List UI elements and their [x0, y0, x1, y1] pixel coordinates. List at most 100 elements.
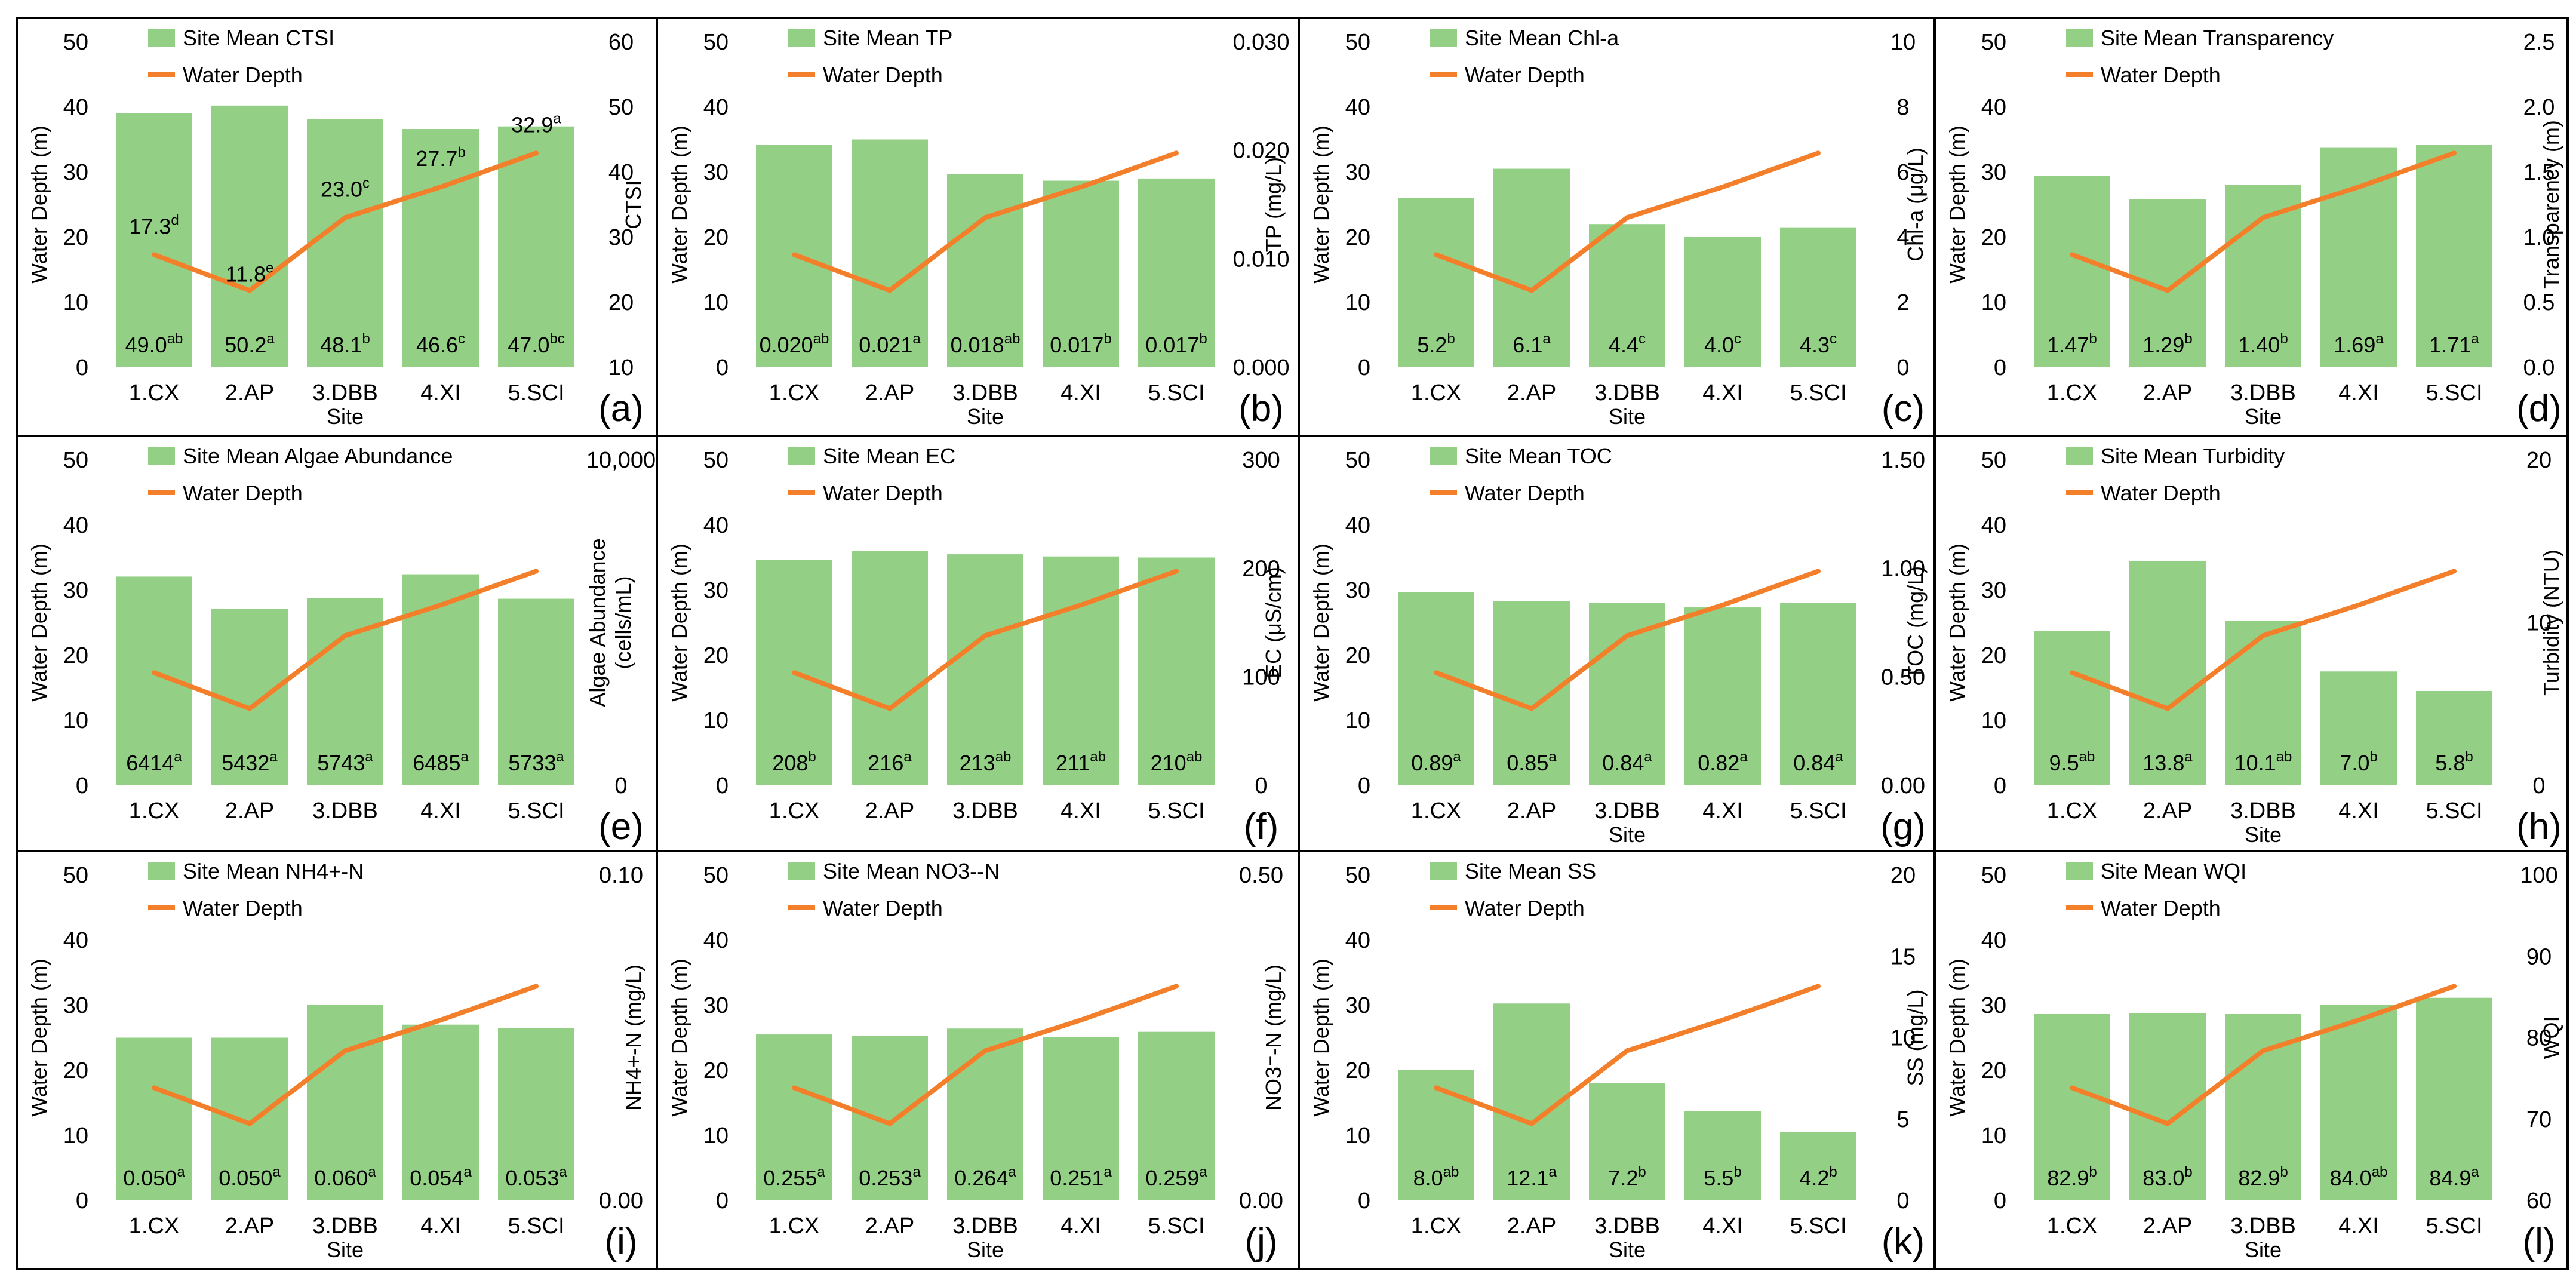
left-tick-label: 30 [1345, 578, 1370, 603]
bar-4.XI [402, 1024, 479, 1200]
x-tick-label: 4.XI [1060, 380, 1101, 406]
legend-line-label: Water Depth [1465, 481, 1585, 505]
x-tick-label: 1.CX [769, 798, 819, 824]
left-tick-label: 10 [703, 708, 728, 733]
chart-panel-i: 0 10 20 30 40 50 Water Depth (m) 0.00 0.10 NH4+-N… [27, 859, 645, 1263]
x-tick-label: 4.XI [1060, 1214, 1101, 1239]
left-tick-label: 40 [1981, 95, 2006, 120]
right-axis-label: Transparency (m) [2539, 120, 2563, 289]
water-depth-point [983, 215, 988, 220]
x-tick-label: 3.DBB [1594, 380, 1660, 406]
right-axis-label: NH4+-N (mg/L) [621, 965, 645, 1111]
x-tick-label: 5.SCI [2426, 798, 2482, 824]
bar-value-label: 0.020ab [760, 331, 829, 357]
x-tick-label: 1.CX [129, 1214, 179, 1239]
left-tick-label: 50 [703, 448, 728, 473]
x-tick-label: 3.DBB [952, 380, 1018, 406]
left-tick-label: 0 [76, 1188, 88, 1214]
left-tick-label: 50 [63, 863, 88, 888]
x-tick-label: 5.SCI [1148, 380, 1204, 406]
bar-value-label: 4.4c [1609, 331, 1646, 357]
bar-value-label: 1.47b [2047, 331, 2097, 357]
left-axis-label: Water Depth (m) [667, 125, 691, 284]
left-tick-label: 10 [63, 1123, 88, 1148]
x-tick-label: 2.AP [1507, 380, 1556, 406]
chart-panel-e: 0 10 20 30 40 50 Water Depth (m) 0 10,000 Algae A… [27, 444, 656, 847]
right-tick-label: 2.0 [2523, 95, 2555, 120]
right-tick-label: 10 [1890, 1026, 1916, 1051]
panel-label: (l) [2522, 1221, 2555, 1263]
x-axis-label: Site [2245, 404, 2282, 429]
legend-bar-swatch [1430, 29, 1457, 47]
water-depth-point [1174, 150, 1179, 156]
water-depth-point [2165, 706, 2170, 711]
right-tick-label: 80 [2526, 1026, 2552, 1051]
legend-bar-label: Site Mean CTSI [183, 26, 334, 50]
legend-bar-swatch [1430, 447, 1457, 465]
bar-3.DBB [947, 554, 1023, 785]
bar-4.XI [2320, 1005, 2397, 1200]
bar-value-label: 6485a [413, 749, 469, 775]
panel-label: (b) [1238, 388, 1284, 429]
x-axis-label: Site [1609, 1237, 1646, 1262]
legend-bar-swatch [148, 862, 175, 880]
x-tick-label: 5.SCI [1148, 798, 1204, 824]
water-depth-point [792, 252, 797, 257]
bar-value-label: 7.2b [1608, 1164, 1646, 1190]
line-value-label: 17.3d [129, 212, 179, 238]
left-tick-label: 0 [1994, 773, 2006, 798]
water-depth-point [2070, 1085, 2074, 1091]
bar-1.CX [1398, 1070, 1474, 1200]
bar-3.DBB [1589, 1083, 1665, 1200]
panel-label: (g) [1880, 806, 1926, 847]
water-depth-point [1625, 1048, 1630, 1053]
right-axis-label: NO3⁻-N (mg/L) [1261, 965, 1286, 1111]
right-tick-label: 0.5 [2523, 290, 2555, 315]
right-axis-label-line2: (cells/mL) [611, 576, 635, 669]
left-tick-label: 20 [703, 225, 728, 250]
right-tick-label: 70 [2526, 1107, 2552, 1132]
bar-value-label: 0.85a [1507, 749, 1557, 775]
chart-panel-h: 0 10 20 30 40 50 Water Depth (m) 0 10 20 Turbidity… [1945, 444, 2563, 847]
left-tick-label: 30 [1981, 160, 2006, 185]
x-tick-label: 3.DBB [1594, 798, 1660, 824]
bar-2.AP [211, 1037, 288, 1200]
x-tick-label: 2.AP [225, 380, 274, 406]
bar-value-label: 0.054a [410, 1164, 472, 1190]
water-depth-point [2165, 288, 2170, 293]
x-tick-label: 5.SCI [1148, 1214, 1204, 1239]
bar-value-label: 0.89a [1411, 749, 1461, 775]
right-axis-label: SS (mg/L) [1903, 989, 1928, 1086]
legend-bar-swatch [788, 29, 815, 47]
left-tick-label: 50 [1981, 30, 2006, 55]
bar-3.DBB [307, 1005, 383, 1200]
water-depth-point [1816, 984, 1821, 989]
left-tick-label: 40 [703, 95, 728, 120]
bar-value-label: 0.251a [1050, 1164, 1112, 1190]
x-tick-label: 4.XI [1702, 798, 1743, 824]
panel-label: (f) [1244, 806, 1279, 847]
right-tick-label: 20 [2526, 448, 2552, 473]
bar-value-label: 211ab [1056, 749, 1106, 775]
right-tick-label: 30 [608, 225, 634, 250]
bar-value-label: 208b [772, 749, 816, 775]
left-tick-label: 10 [703, 290, 728, 315]
bar-value-label: 49.0ab [125, 331, 183, 357]
right-axis-label: WQI [2539, 1016, 2563, 1059]
x-axis-label: Site [967, 404, 1004, 429]
water-depth-point [2452, 150, 2457, 156]
left-axis-label: Water Depth (m) [27, 543, 51, 702]
right-tick-label: 6 [1896, 160, 1909, 185]
water-depth-point [343, 1048, 348, 1053]
bar-1.CX [756, 1034, 832, 1200]
water-depth-point [1625, 215, 1630, 220]
left-tick-label: 40 [63, 95, 88, 120]
water-depth-point [792, 1085, 797, 1091]
bar-4.XI [2320, 671, 2397, 785]
left-tick-label: 10 [63, 708, 88, 733]
legend-bar-label: Site Mean Chl-a [1465, 26, 1619, 50]
left-tick-label: 50 [703, 863, 728, 888]
bar-value-label: 5432a [222, 749, 278, 775]
x-tick-label: 5.SCI [1790, 380, 1846, 406]
legend-bar-swatch [148, 29, 175, 47]
